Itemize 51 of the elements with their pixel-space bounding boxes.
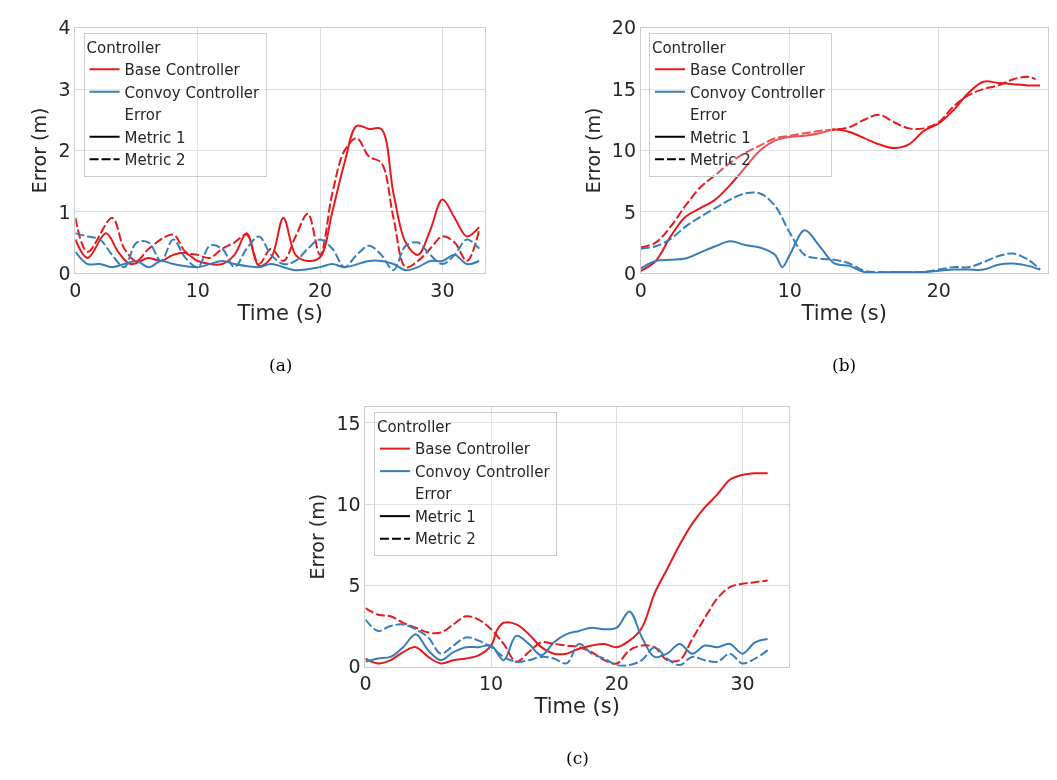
text: (b) — [832, 355, 857, 375]
x-tick-label: 30 — [730, 672, 755, 695]
legend-label: Metric 1 — [414, 507, 476, 526]
legend-label: Convoy Controller — [124, 83, 261, 102]
legend-title: Controller — [651, 39, 727, 58]
x-tick-label: 10 — [479, 672, 504, 695]
legend-label: Base Controller — [689, 61, 806, 80]
y-tick-label: 10 — [336, 492, 361, 515]
legend-label: Metric 2 — [689, 151, 751, 170]
legend-label: Metric 1 — [124, 128, 186, 147]
text: (c) — [566, 748, 589, 768]
y-tick-label: 5 — [348, 574, 361, 597]
y-axis-title: Error (m) — [306, 493, 329, 580]
x-tick-label: 10 — [185, 279, 210, 302]
x-tick-label: 20 — [307, 279, 333, 302]
legend-title: Controller — [376, 418, 452, 437]
legend-label: Metric 2 — [124, 151, 186, 170]
x-axis-title: Time (s) — [236, 301, 324, 326]
x-axis-title: Time (s) — [800, 301, 887, 326]
legend-label: Convoy Controller — [689, 83, 826, 102]
y-tick-label: 2 — [58, 139, 71, 162]
y-tick-label: 10 — [611, 139, 636, 162]
x-tick-label: 20 — [926, 279, 951, 302]
y-tick-label: 0 — [348, 655, 361, 678]
text: Error — [124, 106, 162, 125]
text: (a) — [269, 355, 293, 375]
y-tick-label: 20 — [611, 16, 636, 39]
line-series — [640, 80, 1042, 272]
x-tick-label: 10 — [777, 279, 802, 302]
y-tick-label: 15 — [336, 411, 361, 434]
y-tick-label: 3 — [58, 77, 71, 100]
legend-label: Metric 2 — [414, 530, 476, 549]
legend-label: Base Controller — [124, 61, 241, 80]
y-tick-label: 1 — [58, 200, 71, 223]
legend-label: Convoy Controller — [414, 462, 551, 481]
x-tick-label: 30 — [430, 279, 455, 302]
y-tick-label: 0 — [58, 261, 71, 284]
y-tick-label: 15 — [611, 77, 636, 100]
line-series — [75, 232, 481, 272]
y-axis-title: Error (m) — [28, 107, 51, 194]
text: Error — [414, 485, 453, 504]
legend-label: Base Controller — [414, 440, 531, 459]
text: Error — [689, 106, 728, 125]
y-axis-title: Error (m) — [581, 107, 604, 194]
legend-label: Metric 1 — [689, 128, 751, 147]
y-tick-label: 0 — [623, 261, 636, 284]
line-series — [365, 610, 769, 663]
y-tick-label: 5 — [623, 200, 636, 223]
legend-title: Controller — [86, 39, 162, 58]
y-tick-label: 4 — [58, 16, 71, 39]
x-axis-title: Time (s) — [533, 694, 620, 719]
